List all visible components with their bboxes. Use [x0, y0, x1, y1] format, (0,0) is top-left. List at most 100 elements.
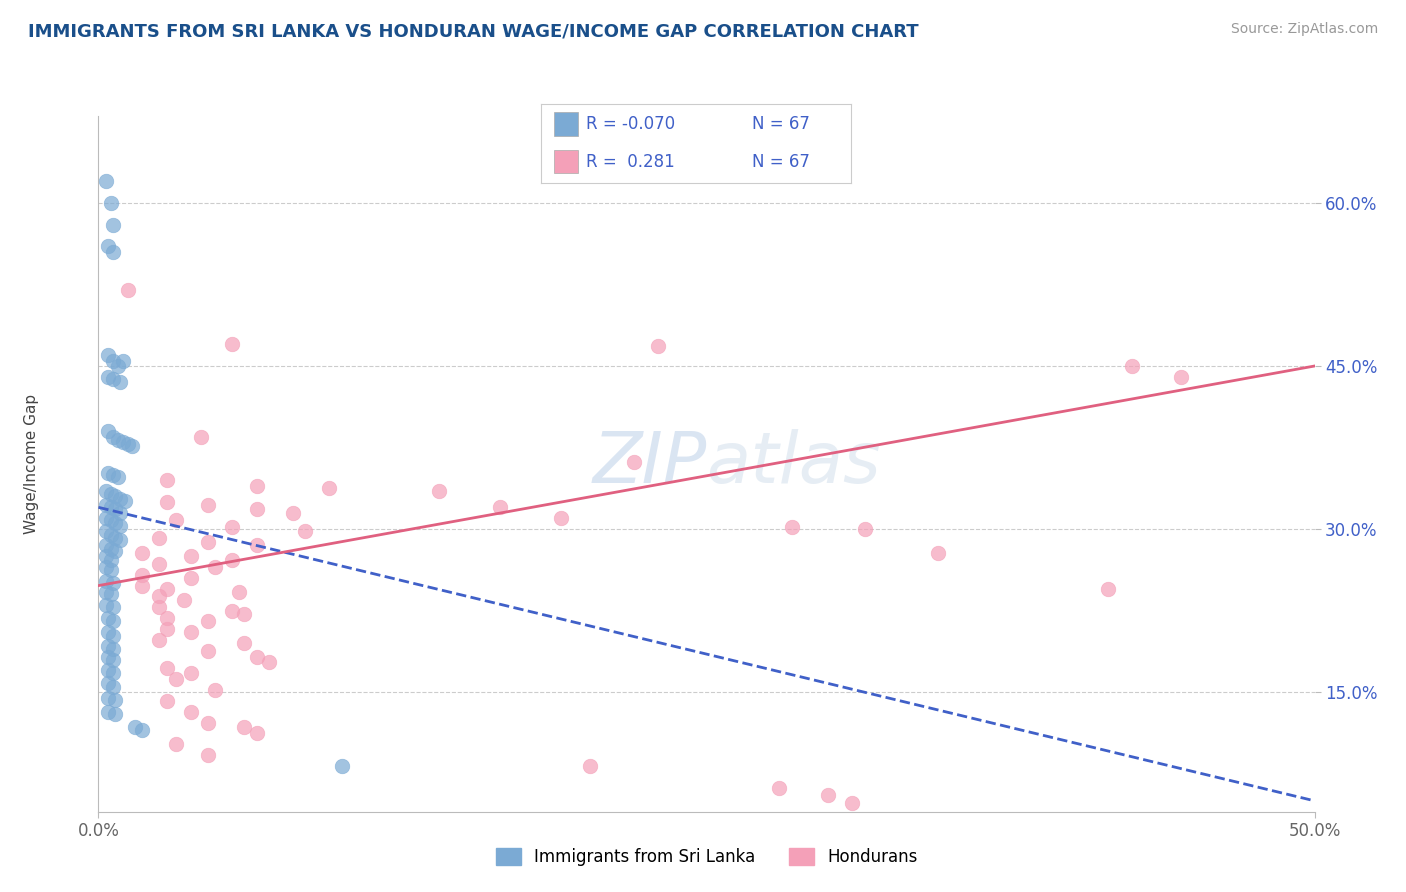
Point — [245, 726, 267, 740]
Point — [245, 650, 267, 665]
Point — [180, 571, 202, 585]
Point — [104, 502, 127, 516]
Point — [768, 780, 790, 795]
Point — [550, 511, 572, 525]
Point — [107, 433, 129, 447]
Point — [165, 672, 187, 686]
Point — [148, 531, 170, 545]
Point — [204, 560, 226, 574]
Point — [318, 481, 340, 495]
Point — [148, 590, 170, 604]
Point — [330, 759, 353, 773]
Point — [100, 500, 122, 515]
Point — [197, 615, 219, 629]
Point — [97, 705, 120, 719]
Point — [165, 737, 187, 751]
Point — [101, 576, 124, 591]
Point — [197, 715, 219, 730]
Point — [101, 218, 124, 232]
Point — [853, 522, 876, 536]
Point — [281, 506, 304, 520]
Point — [101, 353, 124, 368]
Point — [101, 665, 124, 680]
Point — [101, 372, 124, 386]
Point — [427, 483, 450, 498]
Point — [148, 557, 170, 571]
Point — [117, 283, 139, 297]
Text: atlas: atlas — [707, 429, 882, 499]
Text: N = 67: N = 67 — [752, 115, 810, 133]
Point — [100, 552, 122, 566]
Point — [180, 549, 202, 564]
Point — [257, 655, 280, 669]
Point — [107, 470, 129, 484]
Point — [155, 473, 177, 487]
Point — [100, 563, 122, 577]
Point — [197, 644, 219, 658]
Point — [111, 435, 134, 450]
Point — [197, 498, 219, 512]
Text: R = -0.070: R = -0.070 — [586, 115, 675, 133]
Point — [110, 533, 132, 547]
Point — [190, 430, 212, 444]
Point — [623, 455, 645, 469]
Point — [233, 607, 256, 621]
Text: R =  0.281: R = 0.281 — [586, 153, 675, 170]
Point — [245, 538, 267, 552]
Point — [1121, 359, 1143, 373]
Point — [197, 535, 219, 549]
Point — [101, 615, 124, 629]
Point — [104, 516, 127, 530]
Point — [94, 574, 117, 589]
Point — [165, 513, 187, 527]
Point — [173, 592, 195, 607]
Point — [155, 694, 177, 708]
Point — [101, 244, 124, 259]
Point — [104, 692, 127, 706]
Point — [148, 632, 170, 647]
Point — [97, 611, 120, 625]
Point — [94, 498, 117, 512]
Text: Source: ZipAtlas.com: Source: ZipAtlas.com — [1230, 22, 1378, 37]
Point — [780, 520, 803, 534]
Point — [100, 513, 122, 527]
Point — [131, 579, 153, 593]
Point — [104, 543, 127, 558]
Point — [94, 511, 117, 525]
Point — [131, 567, 153, 582]
Point — [233, 636, 256, 650]
Point — [221, 337, 243, 351]
Point — [110, 518, 132, 533]
Point — [97, 424, 120, 438]
Point — [97, 650, 120, 665]
Point — [155, 661, 177, 675]
Text: Wage/Income Gap: Wage/Income Gap — [24, 393, 39, 534]
Point — [110, 376, 132, 390]
Point — [1097, 582, 1119, 596]
Point — [841, 796, 863, 810]
Point — [111, 353, 134, 368]
Point — [104, 706, 127, 721]
Point — [155, 495, 177, 509]
Point — [578, 759, 600, 773]
Point — [104, 531, 127, 545]
Point — [94, 538, 117, 552]
Point — [101, 641, 124, 656]
Point — [101, 680, 124, 694]
Point — [101, 652, 124, 666]
Point — [817, 789, 839, 803]
Point — [131, 546, 153, 560]
Point — [180, 705, 202, 719]
Point — [204, 683, 226, 698]
Point — [97, 690, 120, 705]
Point — [245, 478, 267, 492]
Point — [100, 587, 122, 601]
Point — [97, 348, 120, 362]
Point — [97, 466, 120, 480]
Point — [110, 506, 132, 520]
Point — [94, 549, 117, 564]
Point — [180, 665, 202, 680]
Point — [94, 524, 117, 539]
Point — [148, 600, 170, 615]
Point — [245, 502, 267, 516]
